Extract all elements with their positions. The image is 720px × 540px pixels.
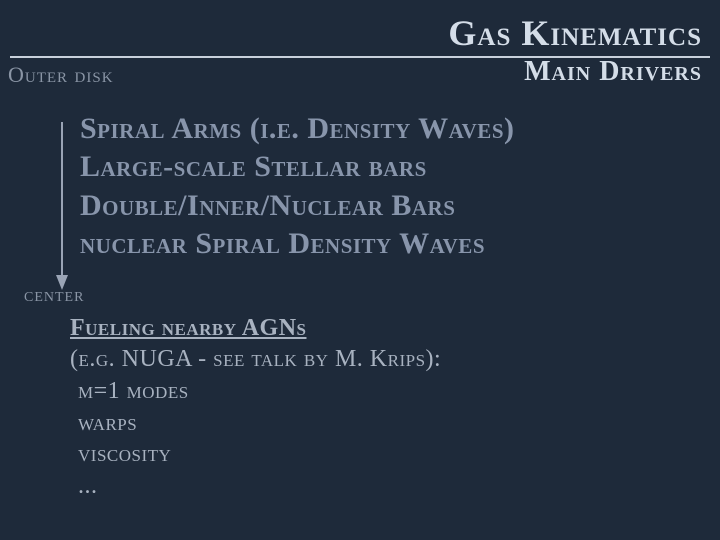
header: Gas Kinematics Outer disk Main Drivers <box>0 0 720 88</box>
fueling-paren: (e.g. NUGA - see talk by M. Krips): <box>70 344 720 376</box>
list-item: viscosity <box>70 439 720 471</box>
slide-title: Gas Kinematics <box>0 12 720 54</box>
list-item: Large-scale Stellar bars <box>80 148 720 186</box>
list-item: Double/Inner/Nuclear Bars <box>80 187 720 225</box>
sub-row: Outer disk Main Drivers <box>0 56 720 88</box>
list-item: Spiral Arms (i.e. Density Waves) <box>80 110 720 148</box>
fueling-heading: Fueling nearby AGNs <box>70 313 720 345</box>
arrow-down-icon <box>52 122 72 290</box>
slide-subtitle: Main Drivers <box>524 56 702 88</box>
fueling-section: Fueling nearby AGNs (e.g. NUGA - see tal… <box>0 307 720 503</box>
list-item: warps <box>70 408 720 440</box>
outer-disk-label: Outer disk <box>8 56 114 88</box>
list-item: m=1 modes <box>70 376 720 408</box>
list-item: nuclear Spiral Density Waves <box>80 225 720 263</box>
center-label: center <box>0 264 720 307</box>
main-drivers-list: Spiral Arms (i.e. Density Waves) Large-s… <box>0 88 720 264</box>
list-item: ... <box>70 471 720 503</box>
